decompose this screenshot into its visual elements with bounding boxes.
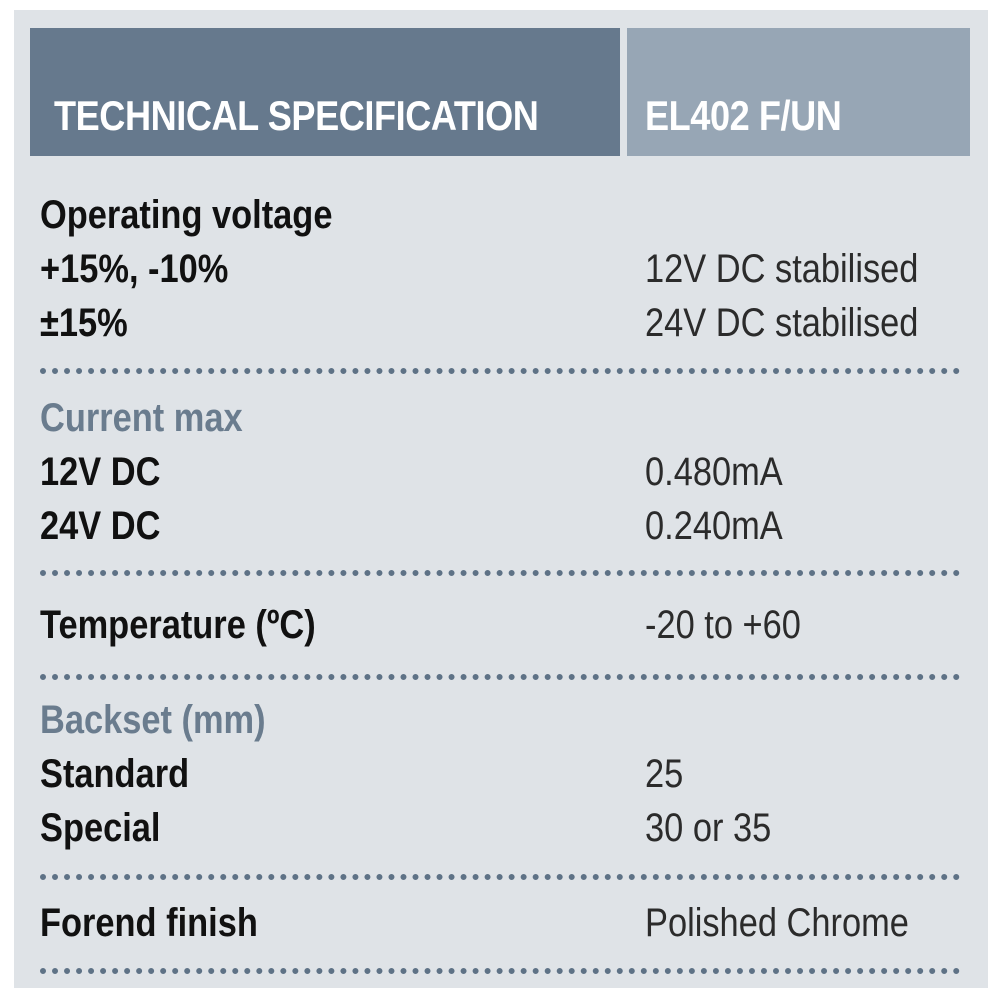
current-heading-row: Current max <box>14 391 988 445</box>
voltage-heading: Operating voltage <box>40 193 333 237</box>
current-label: 12V DC <box>40 450 161 494</box>
backset-value: 30 or 35 <box>645 806 772 850</box>
dotted-divider <box>40 368 960 374</box>
dotted-divider <box>40 968 960 974</box>
backset-row: Special 30 or 35 <box>14 801 988 855</box>
temperature-value: -20 to +60 <box>645 603 801 647</box>
current-row: 24V DC 0.240mA <box>14 499 988 553</box>
backset-heading: Backset (mm) <box>40 698 266 742</box>
current-value: 0.240mA <box>645 504 783 548</box>
voltage-row: +15%, -10% 12V DC stabilised <box>14 242 988 296</box>
voltage-value: 24V DC stabilised <box>645 301 919 345</box>
header-title: TECHNICAL SPECIFICATION <box>54 92 539 139</box>
spec-header: TECHNICAL SPECIFICATION EL402 F/UN <box>30 28 970 156</box>
voltage-label: ±15% <box>40 301 128 345</box>
forend-label: Forend finish <box>40 901 258 945</box>
forend-row: Forend finish Polished Chrome <box>14 896 988 950</box>
current-value: 0.480mA <box>645 450 783 494</box>
backset-row: Standard 25 <box>14 747 988 801</box>
voltage-heading-row: Operating voltage <box>14 188 988 242</box>
forend-value: Polished Chrome <box>645 901 909 945</box>
header-title-cell: TECHNICAL SPECIFICATION <box>30 28 620 156</box>
voltage-label: +15%, -10% <box>40 247 229 291</box>
backset-heading-row: Backset (mm) <box>14 693 988 747</box>
voltage-row: ±15% 24V DC stabilised <box>14 296 988 350</box>
header-model: EL402 F/UN <box>645 92 842 139</box>
backset-value: 25 <box>645 752 684 796</box>
header-model-cell: EL402 F/UN <box>627 28 970 156</box>
current-row: 12V DC 0.480mA <box>14 445 988 499</box>
spec-panel: TECHNICAL SPECIFICATION EL402 F/UN Opera… <box>14 10 988 988</box>
temperature-label: Temperature (ºC) <box>40 603 316 647</box>
current-label: 24V DC <box>40 504 161 548</box>
current-heading: Current max <box>40 396 243 440</box>
backset-label: Special <box>40 806 161 850</box>
voltage-value: 12V DC stabilised <box>645 247 919 291</box>
dotted-divider <box>40 570 960 576</box>
backset-label: Standard <box>40 752 190 796</box>
temperature-row: Temperature (ºC) -20 to +60 <box>14 598 988 652</box>
dotted-divider <box>40 674 960 680</box>
dotted-divider <box>40 874 960 880</box>
